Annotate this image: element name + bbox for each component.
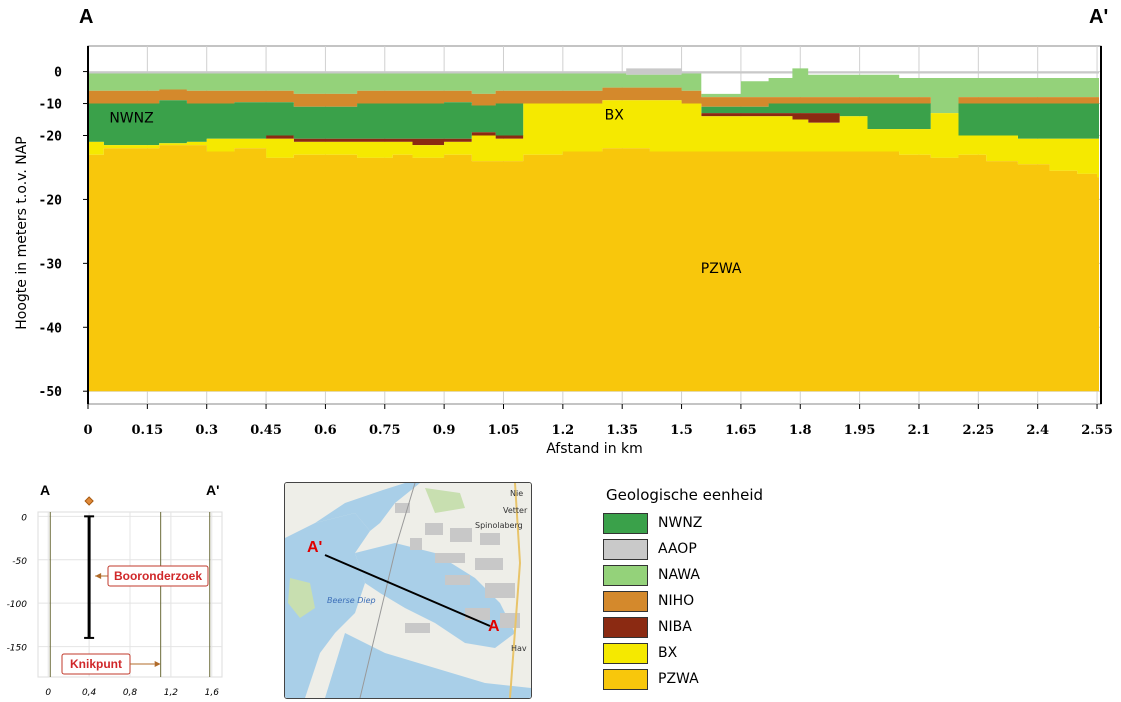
water-body [285,513,370,698]
x-tick-label: 1.2 [552,423,575,438]
place-label: Nie [510,489,523,498]
layer-bx [88,100,1099,178]
y-tick-label: -10 [39,98,63,113]
x-tick-label: 0.45 [250,423,282,438]
legend-item-label: NWNZ [658,515,703,531]
y-tick-label: -30 [39,257,63,272]
x-tick-label: 1.95 [844,423,876,438]
y-tick-label: -20 [39,193,63,208]
mini-x-tick-label: 0,8 [123,688,138,698]
legend-item: AAOP [603,536,803,562]
legend-item: NIHO [603,588,803,614]
x-tick-label: 0 [83,423,92,438]
legend-item: BX [603,640,803,666]
legend-swatch [603,616,648,638]
mini-start-label: A [40,482,50,498]
x-tick-label: 1.5 [670,423,693,438]
booronderzoek-box [107,565,209,587]
boring-marker[interactable] [84,496,94,506]
x-tick-label: 2.4 [1026,423,1049,438]
legend-item: PZWA [603,666,803,692]
legend-item-label: BX [658,645,678,661]
x-tick-label: 0.15 [132,423,164,438]
road [359,483,416,698]
legend-item: NWNZ [603,510,803,536]
y-tick-label: -40 [39,321,63,336]
knikpunt-label: Knikpunt [70,657,122,671]
mini-y-tick-label: -50 [12,557,27,567]
boring-overview-chart: A A' 0 -50 -100 -150 0 0,4 0,8 1,2 1,6 Booronderzoe… [7,482,223,698]
legend-swatch [603,642,648,664]
x-tick-label: 0.6 [314,423,337,438]
legend-item-label: NIHO [658,593,695,609]
layer-nwnz [88,100,1099,146]
legend: Geologische eenheid NWNZ AAOP NAWA NIHO NIBA… [603,486,803,696]
legend-swatch [603,590,648,612]
mini-x-tick-label: 0,4 [82,688,97,698]
map-end-label: A' [307,539,322,556]
layer-nawa [88,68,1099,114]
x-tick-label: 0.75 [369,423,401,438]
mini-x-tick-label: 0 [45,688,51,698]
mini-x-tick-label: 1,2 [164,688,179,698]
map-start-label: A [488,618,500,635]
location-map[interactable]: A' A Nie Vetter Spinolaberg Beerse Diep … [284,482,532,699]
legend-item-label: AAOP [658,541,697,557]
section-end-label: A' [1089,6,1109,28]
section-line [324,554,491,627]
water-body [355,543,515,648]
road [509,483,522,698]
place-label: Hav [511,644,527,653]
mini-y-tick-label: -150 [7,644,28,654]
place-label: Beerse Diep [327,596,376,605]
section-start-label: A [79,6,94,28]
x-tick-label: 2.55 [1081,423,1113,438]
unit-label: NWNZ [109,111,153,127]
x-tick-label: 2.1 [908,423,931,438]
legend-swatch [603,512,648,534]
green-area [425,488,465,513]
y-tick-label: 0 [54,66,62,81]
mini-x-tick-label: 1,6 [205,688,220,698]
y-tick-label: -50 [39,385,63,400]
legend-title: Geologische eenheid [606,486,764,504]
water-body [325,633,531,698]
layer-niho [88,87,1099,114]
mini-y-tick-label: 0 [21,513,27,523]
place-label: Spinolaberg [475,521,523,530]
place-label: Vetter [503,506,528,515]
x-tick-label: 0.3 [195,423,218,438]
legend-swatch [603,668,648,690]
unit-label: BX [605,108,625,124]
y-axis-label: Hoogte in meters t.o.v. NAP [14,136,30,329]
x-tick-label: 1.05 [488,423,520,438]
booronderzoek-label: Booronderzoek [114,569,202,583]
mini-y-tick-label: -100 [7,600,28,610]
legend-item-label: NIBA [658,619,692,635]
x-tick-label: 2.25 [962,423,994,438]
callout-arrow-head [154,661,161,667]
green-area [288,578,315,618]
x-axis-label: Afstand in km [546,441,643,457]
x-tick-label: 1.65 [725,423,757,438]
x-tick-label: 1.35 [606,423,638,438]
y-tick-label: -20 [39,130,63,145]
legend-swatch [603,564,648,586]
x-tick-label: 0.9 [433,423,456,438]
legend-item-label: PZWA [658,671,699,687]
legend-item-label: NAWA [658,567,700,583]
legend-swatch [603,538,648,560]
callout-arrow-head [95,573,102,579]
layer-aaop [88,68,1099,75]
layer-pzwa [88,145,1099,392]
x-tick-label: 1.8 [789,423,812,438]
water-body [315,483,420,531]
map-graphic: A' A Nie Vetter Spinolaberg Beerse Diep … [285,483,531,698]
unit-label: PZWA [701,261,742,277]
legend-item: NAWA [603,562,803,588]
legend-item: NIBA [603,614,803,640]
cross-section-chart: 0 -10 -20 -20 -30 -40 -50 0 0.15 0.3 0.45 0.6 0.75 0.… [14,45,1113,457]
mini-end-label: A' [206,482,219,498]
